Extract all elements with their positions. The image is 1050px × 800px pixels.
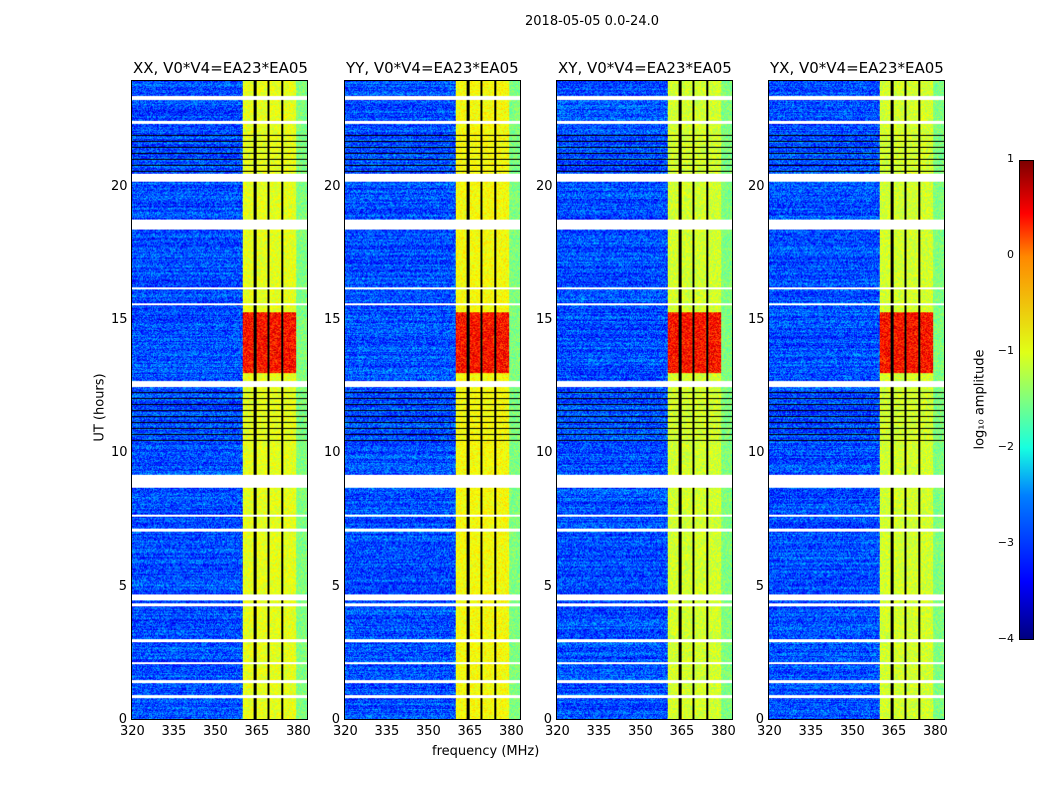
- y-axis-label: UT (hours): [92, 373, 108, 442]
- heatmap-image: [132, 81, 307, 719]
- x-tick-label: 365: [457, 724, 483, 739]
- x-tick-label: 350: [202, 724, 228, 739]
- panel-title: YX, V0*V4=EA23*EA05: [770, 59, 944, 77]
- y-tick-label: 10: [536, 445, 553, 461]
- y-tick-label: 0: [331, 712, 340, 727]
- colorbar-tick-label: −4: [997, 632, 1014, 645]
- panel-title: YY, V0*V4=EA23*EA05: [346, 59, 519, 77]
- figure-title: 2018-05-05 0.0-24.0: [525, 14, 659, 29]
- x-tick-label: 320: [333, 724, 358, 739]
- heatmap-panel: [131, 80, 308, 720]
- x-tick-label: 365: [669, 724, 695, 739]
- heatmap-image: [557, 81, 732, 719]
- x-tick-label: 350: [415, 724, 441, 739]
- y-tick-label: 5: [755, 578, 764, 594]
- heatmap-image: [769, 81, 944, 719]
- colorbar-tick-label: −2: [997, 440, 1014, 453]
- x-tick-label: 320: [120, 724, 145, 739]
- y-tick-label: 20: [111, 178, 128, 194]
- y-tick-label: 15: [748, 312, 765, 327]
- colorbar-tick-label: 0: [1007, 248, 1014, 261]
- y-tick-label: 15: [111, 312, 128, 327]
- y-tick-label: 0: [118, 712, 127, 727]
- y-tick-label: 15: [324, 312, 341, 327]
- x-axis-label: frequency (MHz): [432, 744, 540, 759]
- colorbar: [1019, 160, 1034, 640]
- y-tick-label: 10: [111, 445, 128, 461]
- x-tick-label: 335: [798, 724, 824, 739]
- y-tick-label: 5: [543, 578, 552, 594]
- x-tick-label: 335: [161, 724, 187, 739]
- heatmap-image: [345, 81, 520, 719]
- y-tick-label: 15: [536, 312, 553, 327]
- x-tick-label: 320: [545, 724, 570, 739]
- y-tick-label: 20: [536, 178, 553, 194]
- y-tick-label: 10: [748, 445, 765, 461]
- y-tick-label: 0: [755, 712, 764, 727]
- y-tick-label: 10: [324, 445, 341, 461]
- x-tick-label: 380: [285, 724, 311, 739]
- colorbar-label: log₁₀ amplitude: [972, 349, 988, 450]
- x-tick-label: 350: [627, 724, 653, 739]
- colorbar-tick-label: −3: [997, 536, 1014, 549]
- colorbar-tick-label: 1: [1007, 152, 1014, 165]
- panel-title: XY, V0*V4=EA23*EA05: [558, 59, 732, 77]
- y-tick-label: 20: [324, 178, 341, 194]
- x-tick-label: 350: [839, 724, 865, 739]
- x-tick-label: 335: [374, 724, 400, 739]
- y-tick-label: 20: [748, 178, 765, 194]
- y-tick-label: 0: [543, 712, 552, 727]
- y-tick-label: 5: [331, 578, 340, 594]
- colorbar-tick-label: −1: [997, 344, 1014, 357]
- heatmap-panel: [344, 80, 521, 720]
- x-tick-label: 365: [881, 724, 907, 739]
- heatmap-panel: [556, 80, 733, 720]
- x-tick-label: 320: [757, 724, 782, 739]
- x-tick-label: 335: [586, 724, 612, 739]
- y-tick-label: 5: [118, 578, 127, 594]
- x-tick-label: 365: [244, 724, 270, 739]
- heatmap-panel: [768, 80, 945, 720]
- x-tick-label: 380: [922, 724, 948, 739]
- x-tick-label: 380: [498, 724, 524, 739]
- x-tick-label: 380: [710, 724, 736, 739]
- panel-title: XX, V0*V4=EA23*EA05: [133, 59, 308, 77]
